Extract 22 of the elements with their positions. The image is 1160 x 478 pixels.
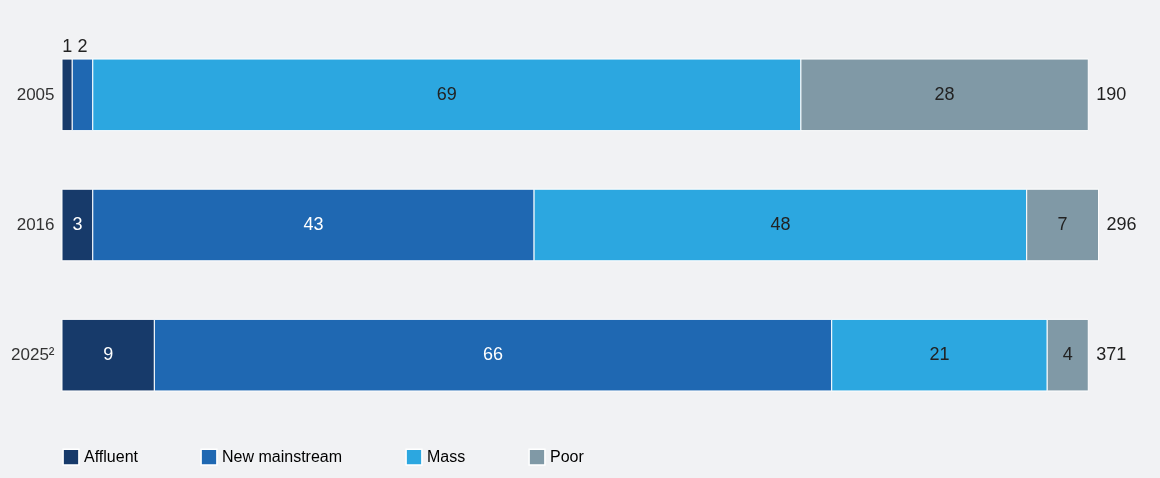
data-label: 1 (62, 35, 73, 56)
y-tick-label: 2005 (16, 84, 55, 104)
data-label: 9 (103, 344, 114, 365)
legend-label: Affluent (84, 448, 139, 466)
annotation: 371 (1096, 344, 1127, 365)
y-tick-label: 2025² (11, 345, 55, 365)
text: 296 (1106, 214, 1137, 234)
data-label: 28 (934, 83, 955, 104)
data-label: 3 (72, 214, 83, 234)
data-label: 21 (929, 344, 950, 365)
data-label: 7 (1057, 214, 1068, 234)
data-label: 43 (303, 214, 324, 234)
legend-label: New mainstream (222, 448, 343, 466)
y-tick-label: 2016 (16, 215, 55, 234)
data-label: 4 (1062, 344, 1073, 365)
legend-label: Mass (427, 448, 466, 466)
data-label: 2 (77, 35, 88, 56)
data-label: 48 (770, 214, 791, 234)
data-label: 66 (483, 344, 504, 365)
data-label: 69 (436, 83, 457, 104)
annotation: 190 (1096, 83, 1127, 104)
legend-label: Poor (550, 448, 585, 466)
